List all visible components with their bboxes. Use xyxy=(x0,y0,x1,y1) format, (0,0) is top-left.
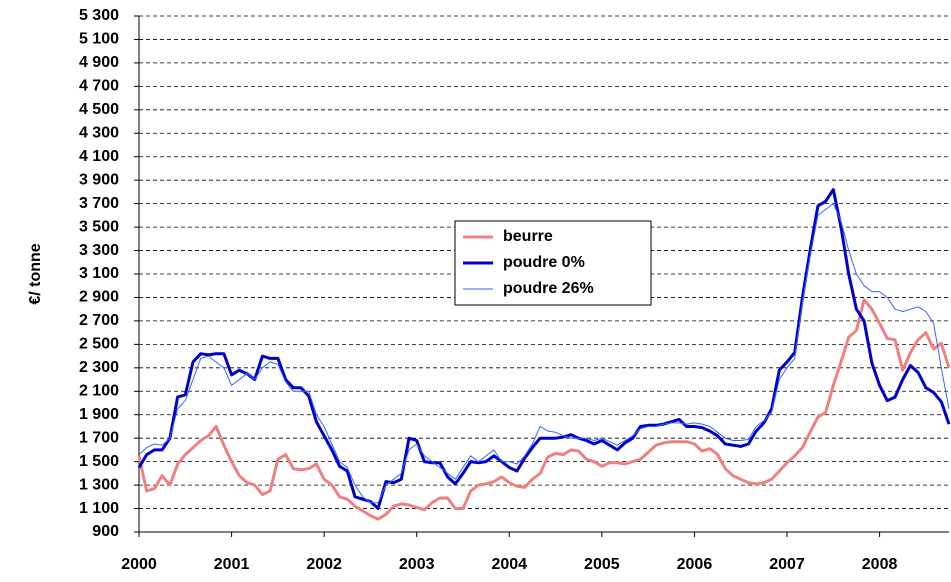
y-tick-label: 5 100 xyxy=(79,31,119,48)
x-tick-label: 2003 xyxy=(399,556,435,573)
legend-label: beurre xyxy=(503,228,553,245)
y-tick-label: 2 300 xyxy=(79,359,119,376)
y-tick-label: 3 700 xyxy=(79,195,119,212)
y-tick-label: 3 900 xyxy=(79,171,119,188)
legend-label: poudre 26% xyxy=(503,280,594,297)
y-tick-label: 900 xyxy=(92,523,119,540)
y-axis-label: €/ tonne xyxy=(27,243,44,304)
y-tick-label: 4 900 xyxy=(79,54,119,71)
y-tick-label: 2 100 xyxy=(79,382,119,399)
y-tick-label: 3 500 xyxy=(79,218,119,235)
y-tick-label: 1 900 xyxy=(79,406,119,423)
y-tick-label: 2 500 xyxy=(79,336,119,353)
y-tick-label: 4 300 xyxy=(79,124,119,141)
x-tick-label: 2000 xyxy=(121,556,157,573)
y-tick-label: 1 100 xyxy=(79,500,119,517)
x-tick-label: 2002 xyxy=(306,556,342,573)
y-tick-label: 2 900 xyxy=(79,289,119,306)
y-tick-label: 4 100 xyxy=(79,148,119,165)
y-tick-label: 5 300 xyxy=(79,7,119,24)
line-series xyxy=(138,203,950,504)
y-tick-label: 1 700 xyxy=(79,429,119,446)
y-tick-label: 1 500 xyxy=(79,453,119,470)
x-tick-label: 2001 xyxy=(214,556,250,573)
x-tick-label: 2007 xyxy=(769,556,805,573)
x-tick-label: 2008 xyxy=(862,556,898,573)
y-tick-label: 4 500 xyxy=(79,101,119,118)
line-series xyxy=(137,188,951,510)
y-tick-label: 3 100 xyxy=(79,265,119,282)
y-tick-label: 3 300 xyxy=(79,242,119,259)
x-tick-label: 2004 xyxy=(491,556,527,573)
y-tick-label: 2 700 xyxy=(79,312,119,329)
y-tick-label: 1 300 xyxy=(79,476,119,493)
legend-label: poudre 0% xyxy=(503,254,585,271)
line-series xyxy=(137,298,951,521)
y-tick-label: 4 700 xyxy=(79,78,119,95)
x-tick-label: 2005 xyxy=(584,556,620,573)
x-tick-label: 2006 xyxy=(677,556,713,573)
